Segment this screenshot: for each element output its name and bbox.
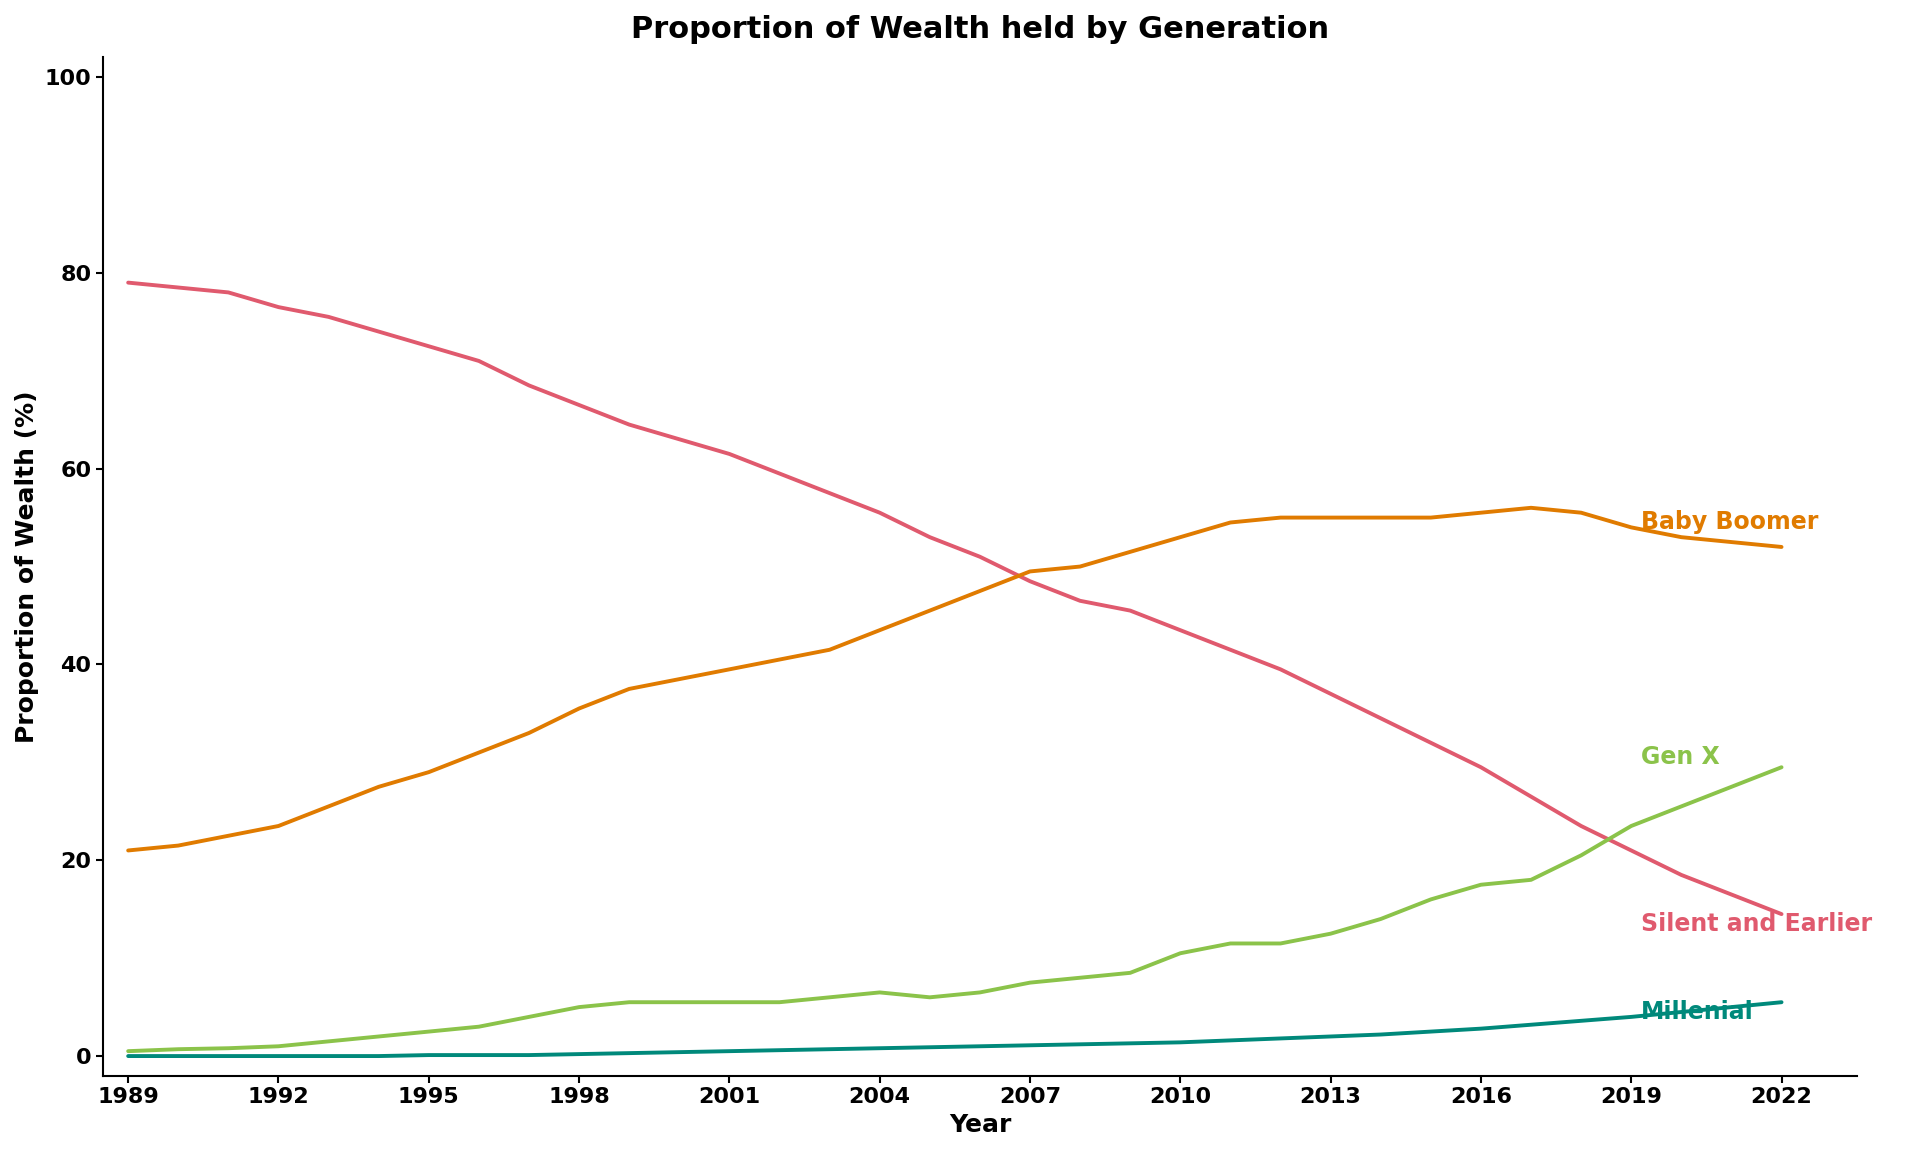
- Text: Baby Boomer: Baby Boomer: [1642, 510, 1818, 535]
- Y-axis label: Proportion of Wealth (%): Proportion of Wealth (%): [15, 391, 38, 743]
- Text: Gen X: Gen X: [1642, 745, 1720, 770]
- Text: Silent and Earlier: Silent and Earlier: [1642, 912, 1872, 935]
- Title: Proportion of Wealth held by Generation: Proportion of Wealth held by Generation: [632, 15, 1329, 44]
- X-axis label: Year: Year: [948, 1113, 1012, 1137]
- Text: Millenial: Millenial: [1642, 1000, 1755, 1024]
